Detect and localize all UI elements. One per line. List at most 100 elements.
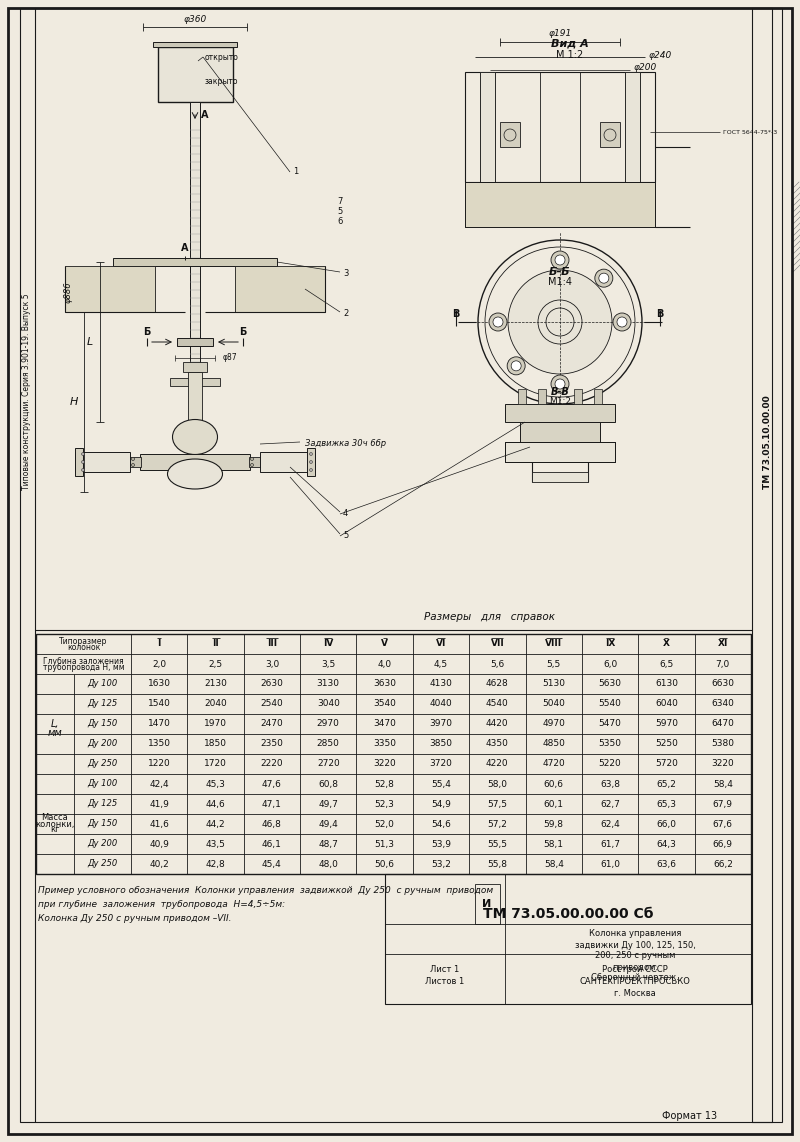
Bar <box>177 338 213 346</box>
Text: 2720: 2720 <box>317 759 340 769</box>
Text: 5350: 5350 <box>598 740 622 748</box>
Circle shape <box>310 468 313 472</box>
Text: 200, 250 с ручным: 200, 250 с ручным <box>595 951 675 960</box>
Text: 55,8: 55,8 <box>487 860 507 869</box>
Circle shape <box>489 313 507 331</box>
Text: Сборочный чертеж.: Сборочный чертеж. <box>591 973 679 982</box>
Text: задвижки Ду 100, 125, 150,: задвижки Ду 100, 125, 150, <box>574 941 695 949</box>
Text: 4: 4 <box>343 509 348 518</box>
Circle shape <box>131 458 134 460</box>
Circle shape <box>599 273 609 283</box>
Bar <box>752 8 782 1121</box>
Text: 52,3: 52,3 <box>374 799 394 809</box>
Text: 2850: 2850 <box>317 740 340 748</box>
Text: 3,5: 3,5 <box>321 659 335 668</box>
Bar <box>465 182 655 227</box>
Text: 5,5: 5,5 <box>546 659 561 668</box>
Text: Росстрой СССР: Росстрой СССР <box>602 965 668 973</box>
Text: Ду 125: Ду 125 <box>87 700 118 708</box>
Circle shape <box>555 255 565 265</box>
Text: 3220: 3220 <box>711 759 734 769</box>
Text: 66,9: 66,9 <box>713 839 733 849</box>
Text: VI: VI <box>436 640 446 649</box>
Text: 40,9: 40,9 <box>150 839 169 849</box>
Text: 61,7: 61,7 <box>600 839 620 849</box>
Bar <box>600 122 620 147</box>
Text: 1470: 1470 <box>148 719 170 729</box>
Text: 66,2: 66,2 <box>713 860 733 869</box>
Text: 6,5: 6,5 <box>659 659 674 668</box>
Bar <box>190 102 200 423</box>
Bar <box>465 72 655 182</box>
Text: Глубина заложения: Глубина заложения <box>43 657 124 666</box>
Bar <box>505 442 615 463</box>
Bar <box>127 457 141 467</box>
Text: 6,0: 6,0 <box>603 659 618 668</box>
Text: 5720: 5720 <box>655 759 678 769</box>
Text: 67,6: 67,6 <box>713 820 733 828</box>
Text: 58,4: 58,4 <box>544 860 564 869</box>
Bar <box>75 448 83 476</box>
Text: В: В <box>656 309 664 319</box>
Text: 1850: 1850 <box>204 740 227 748</box>
Text: 4,5: 4,5 <box>434 659 448 668</box>
Text: 2130: 2130 <box>204 679 227 689</box>
Text: 5: 5 <box>338 208 342 217</box>
Text: 48,0: 48,0 <box>318 860 338 869</box>
Text: Ду 200: Ду 200 <box>87 839 118 849</box>
Text: 5470: 5470 <box>598 719 622 729</box>
Text: САНТЕХПРОЕКТПРОСЬКО: САНТЕХПРОЕКТПРОСЬКО <box>579 978 690 987</box>
Bar <box>465 182 655 227</box>
Text: 4720: 4720 <box>542 759 565 769</box>
Text: И: И <box>482 899 492 909</box>
Text: 45,4: 45,4 <box>262 860 282 869</box>
Text: 55,4: 55,4 <box>431 780 451 788</box>
Text: 52,0: 52,0 <box>374 820 394 828</box>
Circle shape <box>555 379 565 389</box>
Text: φ87: φ87 <box>222 354 238 362</box>
Text: 57,5: 57,5 <box>487 799 507 809</box>
Text: В: В <box>452 309 460 319</box>
Text: при глубине  заложения  трубопровода  H=4,5÷5м:: при глубине заложения трубопровода H=4,5… <box>38 900 285 909</box>
Text: г. Москва: г. Москва <box>614 989 656 998</box>
Text: мм: мм <box>48 727 62 738</box>
Circle shape <box>131 464 134 466</box>
Text: 6040: 6040 <box>655 700 678 708</box>
Text: 4350: 4350 <box>486 740 509 748</box>
Text: Б: Б <box>143 327 150 337</box>
Text: 1350: 1350 <box>148 740 170 748</box>
Bar <box>260 452 315 472</box>
Text: 2350: 2350 <box>261 740 283 748</box>
Text: 7,0: 7,0 <box>716 659 730 668</box>
Text: 3970: 3970 <box>430 719 453 729</box>
Text: 42,4: 42,4 <box>150 780 169 788</box>
Bar <box>538 389 546 404</box>
Text: Ду 250: Ду 250 <box>87 860 118 869</box>
Text: 58,4: 58,4 <box>713 780 733 788</box>
Text: М1:4: М1:4 <box>548 278 572 287</box>
Text: 45,3: 45,3 <box>206 780 226 788</box>
Text: Типовые конструкции. Серия 3.901-19. Выпуск 5: Типовые конструкции. Серия 3.901-19. Вып… <box>22 293 31 490</box>
Text: 4420: 4420 <box>486 719 509 729</box>
Text: 1: 1 <box>293 168 298 177</box>
Bar <box>574 389 582 404</box>
Text: 1720: 1720 <box>204 759 227 769</box>
Text: 3,0: 3,0 <box>265 659 279 668</box>
Text: 2970: 2970 <box>317 719 340 729</box>
Circle shape <box>310 452 313 456</box>
Bar <box>158 47 233 102</box>
Text: Ду 150: Ду 150 <box>87 719 118 729</box>
Bar <box>505 404 615 423</box>
Text: 2,5: 2,5 <box>209 659 222 668</box>
Bar <box>500 122 520 147</box>
Text: кг: кг <box>50 826 60 835</box>
Text: 4,0: 4,0 <box>378 659 392 668</box>
Circle shape <box>507 356 525 375</box>
Text: IV: IV <box>323 640 334 649</box>
Text: В-В: В-В <box>550 387 570 397</box>
Text: 60,8: 60,8 <box>318 780 338 788</box>
Ellipse shape <box>173 419 218 455</box>
Text: 3720: 3720 <box>430 759 453 769</box>
Text: VIII: VIII <box>545 640 562 649</box>
Text: колонки,: колонки, <box>35 820 74 828</box>
